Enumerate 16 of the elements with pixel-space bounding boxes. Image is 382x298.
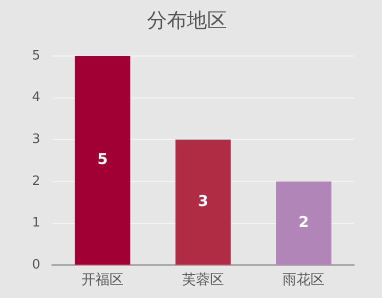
- y-tick-label: 2: [32, 174, 40, 189]
- y-tick-label: 1: [32, 216, 40, 231]
- y-tick-label: 4: [32, 90, 40, 106]
- y-tick-label: 3: [32, 132, 40, 148]
- bar: [175, 140, 231, 265]
- data-label: 3: [198, 192, 208, 210]
- y-tick-label: 5: [32, 48, 40, 64]
- x-tick-label: 芙蓉区: [182, 272, 224, 288]
- data-label: 2: [298, 213, 309, 231]
- chart-title: 分布地区: [147, 8, 227, 32]
- bar: [74, 56, 130, 265]
- y-tick-label: 0: [32, 258, 40, 273]
- x-tick-label: 开福区: [82, 272, 124, 288]
- data-label: 5: [97, 150, 108, 168]
- bar: [276, 182, 332, 265]
- x-tick-label: 雨花区: [282, 272, 325, 288]
